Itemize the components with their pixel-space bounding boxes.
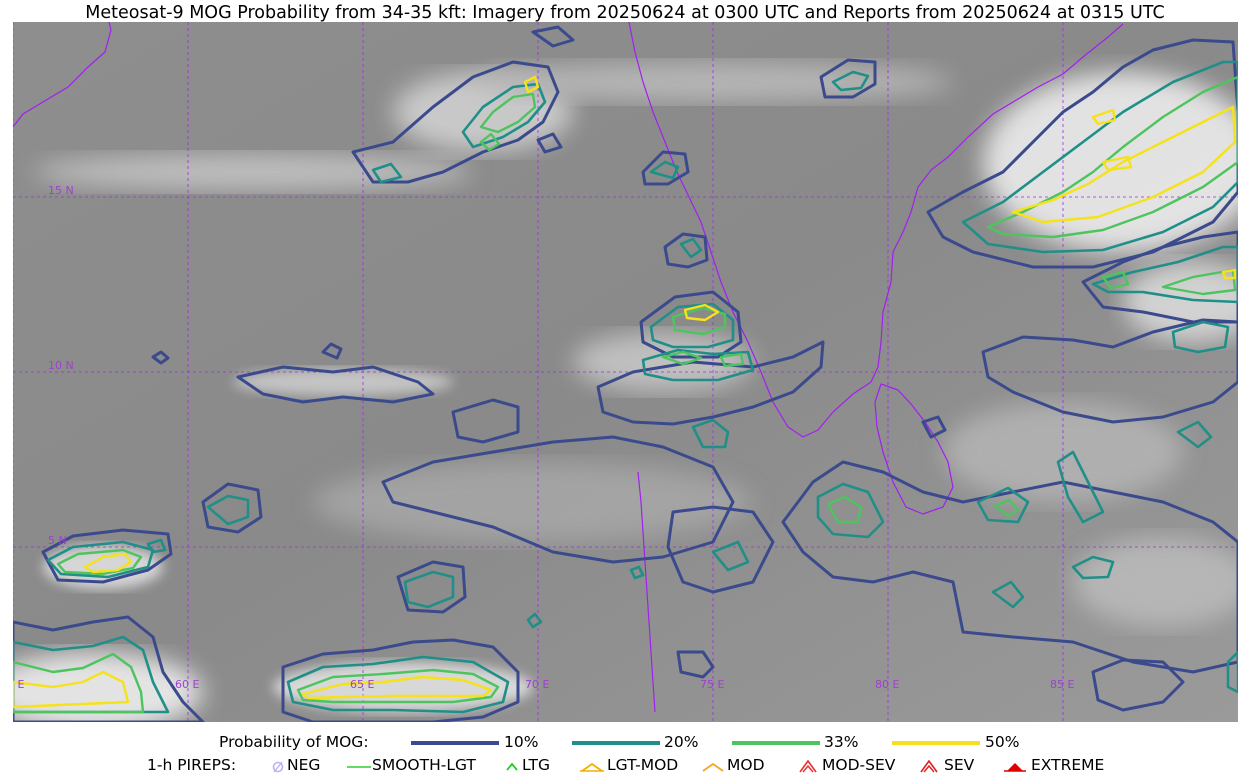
legend-swatch-10 [411,741,499,745]
pirep-label-extreme: EXTREME [1031,756,1105,774]
lgt-mod-icon [580,758,604,774]
smooth-lgt-icon [347,758,371,774]
pirep-legend: 1-h PIREPS: NEG SMOOTH-LGT LTG LGT-MOD M… [0,756,1250,776]
mod-icon [702,758,724,774]
probability-legend-label: Probability of MOG: [219,733,369,751]
pirep-label-sev: SEV [944,756,975,774]
extreme-icon [1004,758,1026,774]
legend-label-20: 20% [664,733,699,751]
pirep-label-smooth-lgt: SMOOTH-LGT [372,756,476,774]
legend-swatch-20 [572,741,660,745]
pirep-label-lgt-mod: LGT-MOD [607,756,679,774]
lon-label-75e: 75 E [700,678,724,691]
mog-contours-10 [13,25,1238,722]
mog-contours-20 [13,60,1238,714]
mog-contours-50 [13,75,1237,709]
lon-label-85e: 85 E [1050,678,1074,691]
map-title: Meteosat-9 MOG Probability from 34-35 kf… [85,3,1165,23]
lon-label-70e: 70 E [525,678,549,691]
legend-label-10: 10% [504,733,539,751]
lon-label-60e: 60 E [175,678,199,691]
sev-icon [919,758,938,774]
pirep-label-mod-sev: MOD-SEV [822,756,896,774]
satellite-map[interactable]: 15 N 10 N 5 N 55 E 60 E 65 E 70 E 75 E 8… [13,22,1238,722]
mod-sev-icon [798,758,817,774]
coastlines [13,22,1124,713]
neg-icon [270,758,286,774]
legend-swatch-33 [732,741,820,745]
pirep-label-ltg: LTG [522,756,550,774]
legend-label-33: 33% [824,733,859,751]
latitude-labels: 15 N 10 N 5 N [48,184,74,547]
probability-legend: Probability of MOG: 10% 20% 33% 50% [0,733,1250,753]
lon-label-65e: 65 E [350,678,374,691]
ltg-icon [504,758,520,774]
legend-swatch-50 [892,741,980,745]
lon-label-80e: 80 E [875,678,899,691]
satellite-map-svg: 15 N 10 N 5 N 55 E 60 E 65 E 70 E 75 E 8… [13,22,1238,722]
legend-label-50: 50% [985,733,1020,751]
lon-label-55e: 55 E [13,678,24,691]
pirep-label-neg: NEG [287,756,321,774]
graticule [13,22,1238,722]
lat-label-5n: 5 N [48,534,67,547]
lat-label-15n: 15 N [48,184,74,197]
pirep-legend-label: 1-h PIREPS: [147,756,237,774]
longitude-labels: 55 E 60 E 65 E 70 E 75 E 80 E 85 E [13,678,1074,691]
lat-label-10n: 10 N [48,359,74,372]
pirep-label-mod: MOD [727,756,765,774]
mog-contours-33 [13,75,1238,714]
